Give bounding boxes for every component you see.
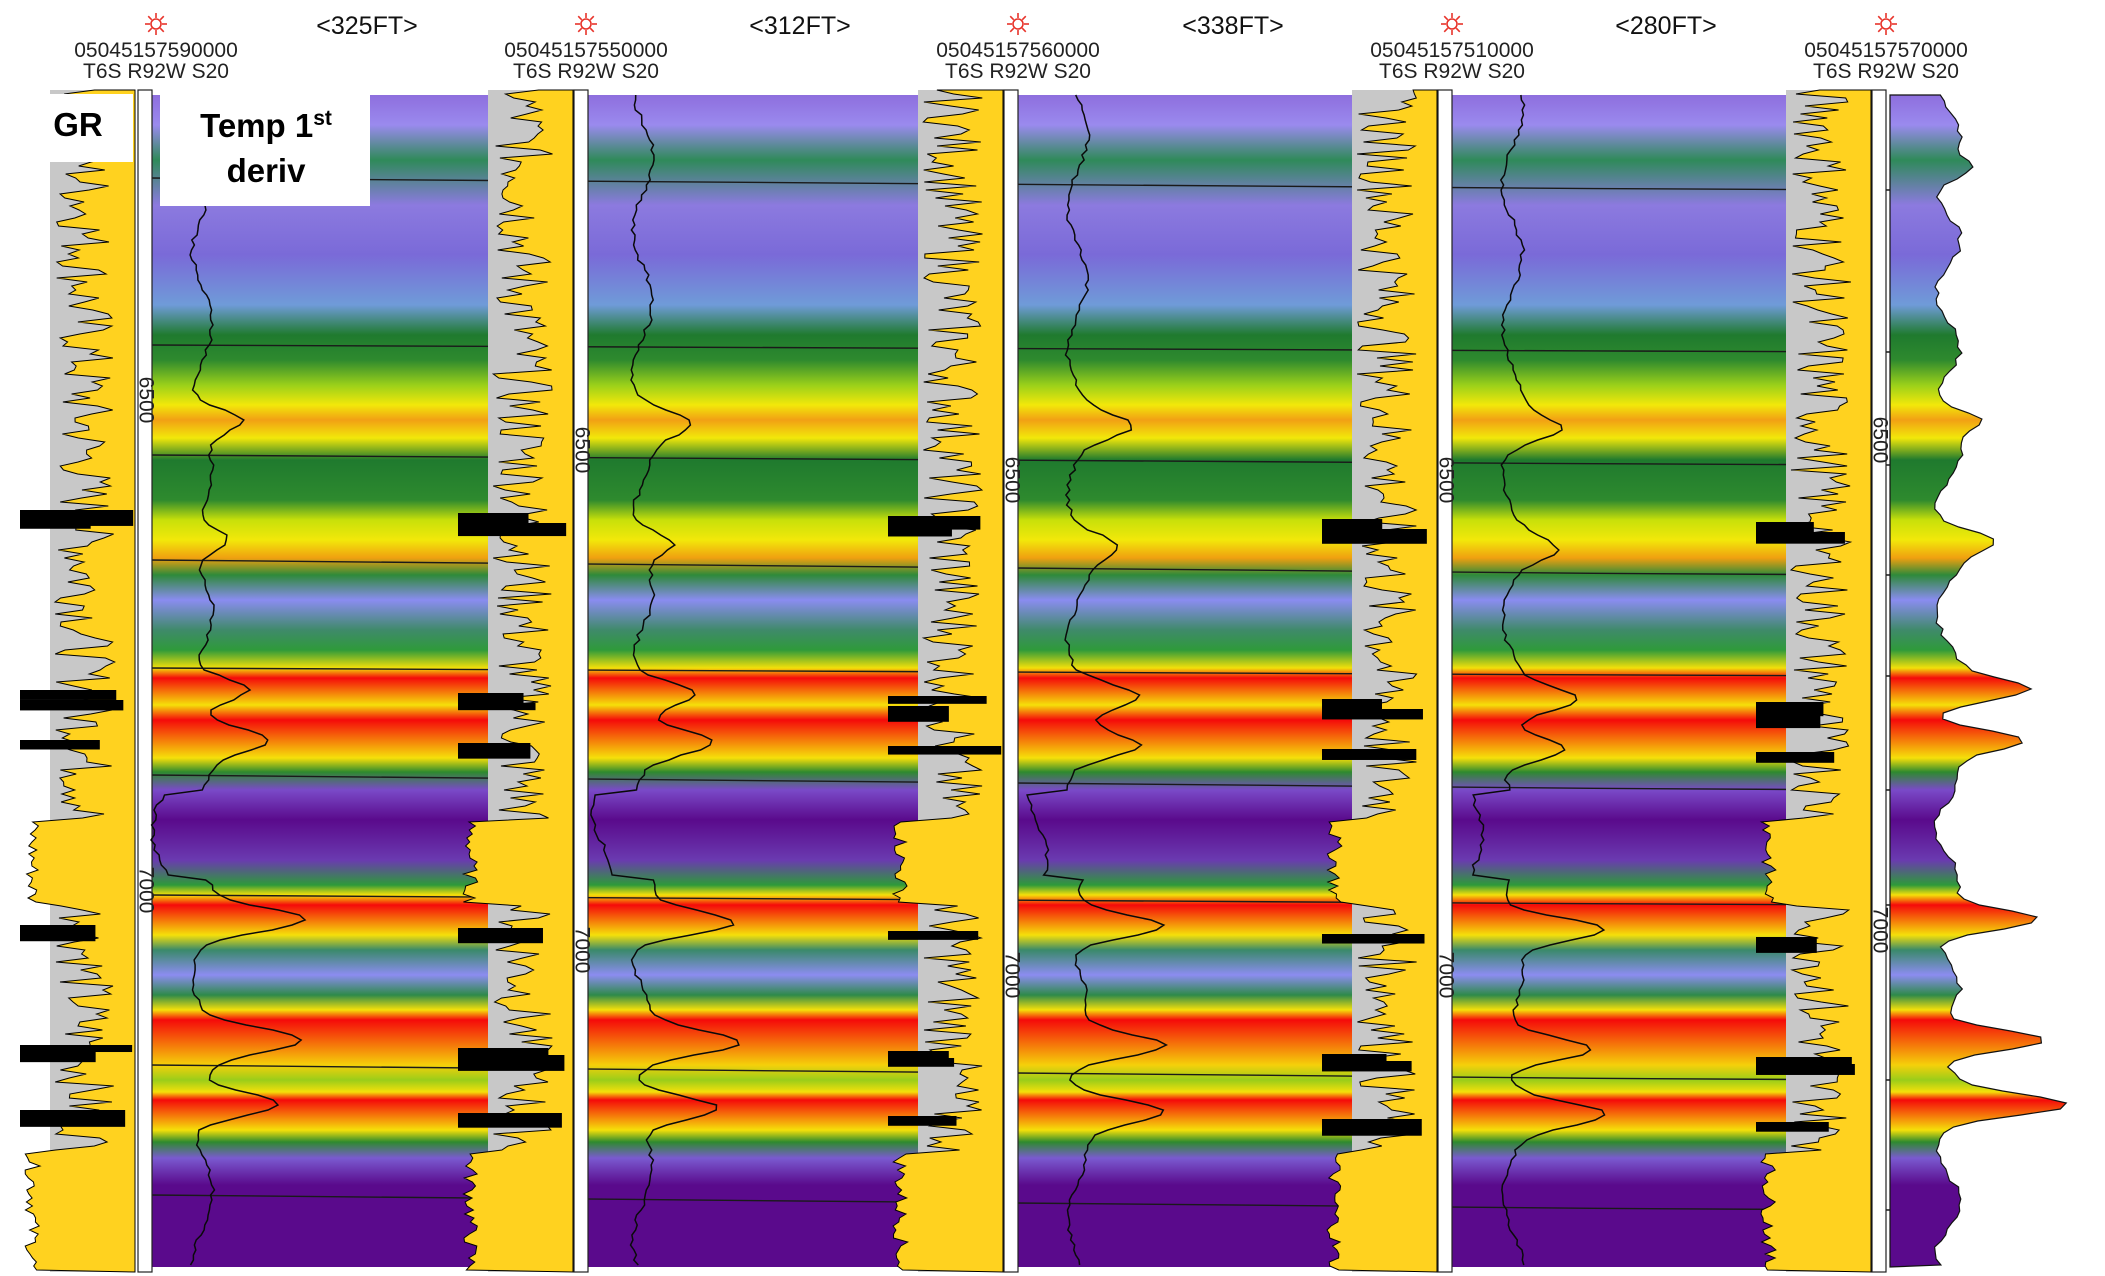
well-marker-icon — [575, 13, 597, 35]
well-api: 05045157570000 — [1804, 39, 1968, 62]
gr-log-track — [1322, 89, 1438, 1273]
temperature-curve — [1471, 94, 1606, 1266]
depth-track: 6500 7000 — [1000, 89, 1023, 1273]
temp-legend: Temp 1st deriv — [160, 94, 370, 206]
well-header: 05045157570000 T6S R92W S20 — [1804, 13, 1968, 83]
depth-track: 6500 7000 — [134, 89, 157, 1273]
well-spacing-label: <312FT> — [749, 12, 850, 40]
temperature-curve — [1026, 94, 1169, 1266]
temperature-curves — [150, 94, 1606, 1266]
well-header: 05045157510000 T6S R92W S20 — [1370, 13, 1534, 83]
depth-track: 6500 7000 — [1434, 89, 1457, 1273]
gr-log-track — [1756, 89, 1872, 1273]
well-spacing-label: <325FT> — [316, 12, 417, 40]
depth-label: 6500 — [134, 377, 157, 424]
well-header: 05045157550000 T6S R92W S20 — [504, 13, 668, 83]
well-spacing-label: <280FT> — [1615, 12, 1716, 40]
depth-label: 6500 — [1434, 457, 1457, 504]
gr-log-track — [20, 89, 136, 1273]
depth-label: 6500 — [1868, 417, 1891, 464]
depth-label: 6500 — [570, 427, 593, 474]
depth-label: 7000 — [134, 867, 157, 914]
temperature-curve — [590, 94, 740, 1266]
gr-legend: GR — [25, 94, 133, 162]
gr-log-track — [458, 89, 574, 1273]
well-api: 05045157550000 — [504, 39, 668, 62]
depth-label: 7000 — [1000, 952, 1023, 999]
well-api: 05045157510000 — [1370, 39, 1534, 62]
gr-tracks — [20, 89, 1872, 1273]
temp-legend-label-2: deriv — [227, 152, 307, 189]
temperature-curve — [150, 94, 307, 1266]
depth-label: 6500 — [1000, 457, 1023, 504]
well-api: 05045157590000 — [74, 39, 238, 62]
gr-log-track — [888, 89, 1004, 1273]
depth-label: 7000 — [1868, 907, 1891, 954]
temp-legend-label: Temp 1st — [200, 107, 332, 144]
gr-legend-label: GR — [53, 106, 103, 143]
well-location: T6S R92W S20 — [1813, 60, 1959, 83]
well-location: T6S R92W S20 — [1379, 60, 1525, 83]
well-header: 05045157560000 T6S R92W S20 — [936, 13, 1100, 83]
temperature-profile — [1889, 94, 2068, 1268]
well-marker-icon — [1441, 13, 1463, 35]
depth-tracks: 6500 7000 6500 7000 6500 7000 6500 7000 6500 7000 — [134, 89, 1891, 1273]
well-marker-icon — [1007, 13, 1029, 35]
depth-track: 6500 7000 — [1868, 89, 1891, 1273]
temperature-panels — [150, 94, 2068, 1268]
well-location: T6S R92W S20 — [513, 60, 659, 83]
well-location: T6S R92W S20 — [83, 60, 229, 83]
depth-label: 7000 — [570, 927, 593, 974]
well-spacing-label: <338FT> — [1182, 12, 1283, 40]
depth-track: 6500 7000 — [570, 89, 593, 1273]
well-marker-icon — [1875, 13, 1897, 35]
well-api: 05045157560000 — [936, 39, 1100, 62]
well-marker-icon — [145, 13, 167, 35]
well-location: T6S R92W S20 — [945, 60, 1091, 83]
depth-label: 7000 — [1434, 952, 1457, 999]
well-header: 05045157590000 T6S R92W S20 — [74, 13, 238, 83]
